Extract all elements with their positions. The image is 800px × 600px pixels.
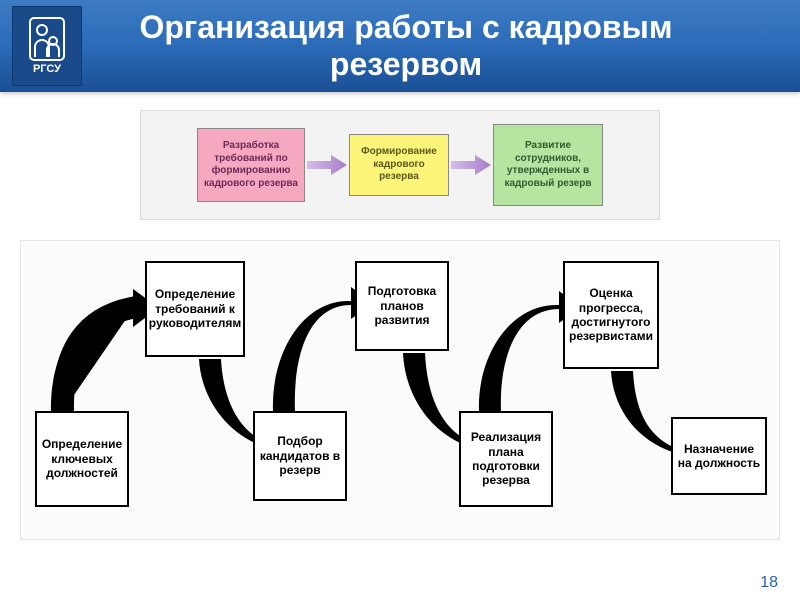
node-n1-label: Определение ключевых должностей <box>41 437 123 480</box>
node-n4: Подготовка планов развития <box>355 261 449 351</box>
node-n7: Назначение на должность <box>671 417 767 495</box>
bottom-flow-container: Определение ключевых должностей Определе… <box>20 240 780 540</box>
arrow-right-icon <box>305 150 349 180</box>
header-bar: РГСУ Организация работы с кадровым резер… <box>0 0 800 92</box>
top-box-1-label: Разработка требований по формированию ка… <box>204 140 298 190</box>
node-n5-label: Реализация плана подготовки резерва <box>465 430 547 488</box>
top-box-3-label: Развитие сотрудников, утвержденных в кад… <box>500 140 596 190</box>
top-box-2-label: Формирование кадрового резерва <box>356 146 442 184</box>
logo: РГСУ <box>12 6 82 86</box>
page-title: Организация работы с кадровым резервом <box>82 9 800 83</box>
top-box-3: Развитие сотрудников, утвержденных в кад… <box>493 124 603 206</box>
node-n3-label: Подбор кандидатов в резерв <box>259 434 341 477</box>
top-box-2: Формирование кадрового резерва <box>349 134 449 196</box>
page-number: 18 <box>760 574 778 592</box>
people-icon <box>29 17 65 61</box>
node-n7-label: Назначение на должность <box>677 442 761 471</box>
top-flow-container: Разработка требований по формированию ка… <box>140 110 660 220</box>
node-n2-label: Определение требований к руководителям <box>149 287 241 330</box>
node-n6-label: Оценка прогресса, достигнутого резервист… <box>569 286 653 344</box>
node-n3: Подбор кандидатов в резерв <box>253 411 347 501</box>
arrow-right-icon <box>449 150 493 180</box>
top-box-1: Разработка требований по формированию ка… <box>197 128 305 202</box>
node-n2: Определение требований к руководителям <box>145 261 245 357</box>
node-n4-label: Подготовка планов развития <box>361 284 443 327</box>
node-n5: Реализация плана подготовки резерва <box>459 411 553 507</box>
logo-label: РГСУ <box>33 63 61 75</box>
node-n6: Оценка прогресса, достигнутого резервист… <box>563 261 659 369</box>
node-n1: Определение ключевых должностей <box>35 411 129 507</box>
